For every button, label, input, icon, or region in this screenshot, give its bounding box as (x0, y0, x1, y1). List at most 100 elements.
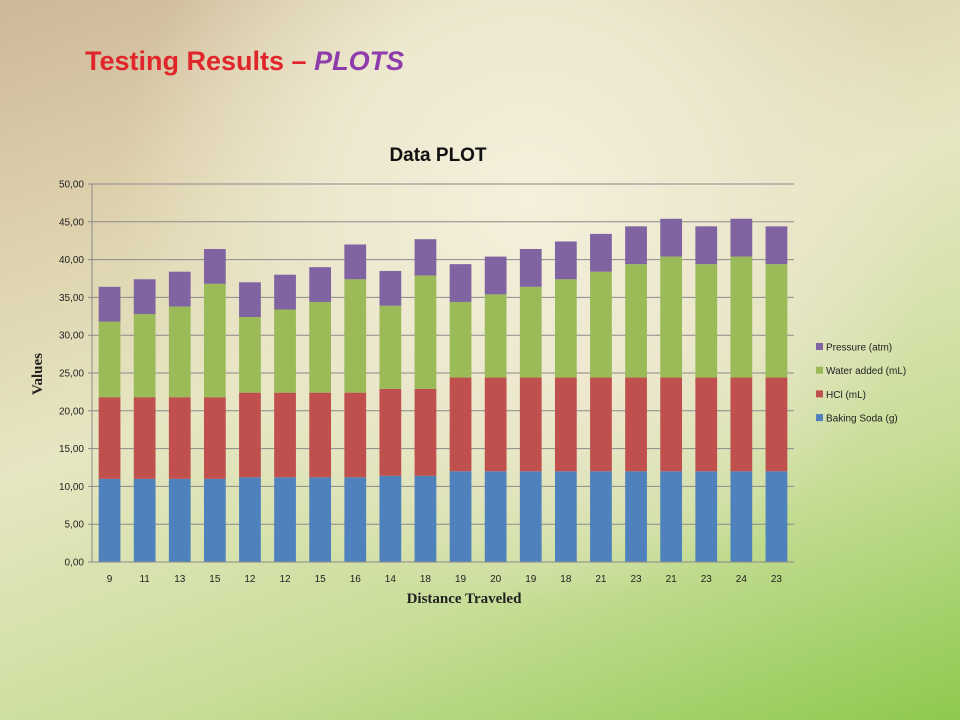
bar-segment (554, 279, 577, 378)
bar-segment (379, 388, 402, 476)
bar-segment (695, 377, 718, 472)
y-axis-ticks: 0,00 5,00 10,00 15,00 20,00 25,00 30,00 35,00 40… (59, 180, 84, 569)
bar-segment (449, 301, 472, 378)
bar-segment (519, 377, 542, 472)
bar-segment (730, 471, 753, 562)
axes (88, 183, 794, 563)
bar-segment (274, 309, 296, 393)
legend-item: Baking Soda (g) (816, 414, 898, 425)
bar-segment (133, 397, 156, 479)
x-tick-label: 11 (139, 574, 150, 585)
bar-segment (168, 271, 191, 307)
legend-swatch (816, 390, 823, 398)
x-tick-label: 20 (490, 574, 502, 585)
bar-segment (484, 377, 507, 472)
bar-segment (625, 226, 647, 265)
bar-segment (239, 392, 261, 478)
bar-segment (133, 478, 156, 562)
bar-segment (309, 392, 332, 478)
bar-segment (379, 270, 402, 306)
bar-segment (414, 475, 437, 562)
bar-segment (660, 218, 683, 257)
bar-segment (695, 471, 718, 562)
bar-segment (379, 305, 402, 389)
bar-segment (414, 239, 437, 276)
chart-title: Data PLOT (389, 145, 487, 166)
y-tick-label: 25,00 (59, 369, 84, 380)
bar-segment (203, 478, 226, 562)
bar-segment (133, 314, 156, 398)
bar-segment (98, 478, 121, 562)
bar-segment (168, 306, 191, 398)
bar-segment (309, 477, 332, 562)
x-tick-label: 16 (350, 574, 362, 585)
bar-segment (309, 267, 332, 302)
bar-segment (765, 226, 788, 265)
bar-segment (98, 397, 121, 479)
bar-segment (519, 286, 542, 378)
bar-segment (695, 226, 718, 265)
bar-segment (590, 271, 612, 378)
bar-segment (730, 377, 753, 472)
x-tick-label: 18 (560, 574, 572, 585)
legend-swatch (816, 343, 823, 350)
bar-segment (660, 471, 683, 562)
bar-segment (414, 275, 437, 389)
bar-segment (519, 471, 542, 562)
bar-segment (449, 264, 472, 302)
bar-segment (239, 317, 261, 393)
y-tick-label: 0,00 (65, 558, 85, 569)
bar-segment (730, 256, 753, 378)
slide-title-emphasis: PLOTS (314, 46, 405, 76)
bar-segment (274, 274, 296, 310)
y-tick-label: 5,00 (65, 520, 85, 531)
legend-swatch (816, 366, 823, 374)
y-tick-label: 45,00 (59, 217, 84, 228)
x-axis-title: Distance Traveled (407, 591, 523, 607)
gridlines (92, 183, 794, 563)
legend: Pressure (atm) Water added (mL) HCl (mL) Ba… (816, 343, 906, 425)
bar-segment (414, 388, 437, 476)
y-tick-label: 20,00 (59, 406, 84, 417)
x-tick-label: 19 (455, 574, 467, 585)
bar-segment (239, 282, 261, 318)
bar-segment (449, 471, 472, 562)
x-tick-label: 23 (771, 574, 783, 585)
bar-segment (590, 377, 612, 472)
x-tick-label: 24 (736, 574, 748, 585)
y-tick-label: 30,00 (59, 331, 84, 342)
y-tick-label: 15,00 (59, 444, 84, 455)
bar-segment (344, 477, 367, 562)
legend-item: Pressure (atm) (816, 343, 892, 354)
bar-segment (309, 301, 332, 393)
bar-segment (449, 377, 472, 472)
bar-segment (344, 244, 367, 280)
bar-segment (695, 264, 718, 378)
bar-segment (203, 283, 226, 398)
x-tick-label: 9 (107, 574, 113, 585)
x-tick-label: 13 (174, 574, 186, 585)
slide-title-main: Testing Results – (85, 46, 315, 76)
bar-segment (590, 233, 612, 272)
x-tick-label: 15 (315, 574, 327, 585)
x-tick-label: 12 (244, 574, 256, 585)
legend-swatch (816, 414, 823, 422)
bar-segment (98, 286, 121, 322)
bar-segment (344, 392, 367, 478)
legend-item: HCl (mL) (816, 390, 866, 401)
y-tick-label: 50,00 (59, 180, 84, 191)
legend-label: Water added (mL) (826, 366, 906, 377)
bar-segment (133, 279, 156, 315)
bar-segment (484, 294, 507, 378)
x-tick-label: 12 (279, 574, 291, 585)
bar-segment (379, 475, 402, 562)
x-tick-label: 23 (701, 574, 713, 585)
bar-segment (98, 321, 121, 398)
legend-label: Baking Soda (g) (826, 414, 898, 425)
legend-label: Pressure (atm) (826, 343, 892, 354)
legend-item: Water added (mL) (816, 366, 906, 377)
x-axis-ticks: 9 11 13 15 12 12 15 16 14 18 19 20 19 18 21 23 21 23 24 23 (107, 574, 783, 585)
bar-segment (765, 264, 788, 378)
bar-segment (274, 392, 296, 478)
bar-segment (484, 256, 507, 295)
